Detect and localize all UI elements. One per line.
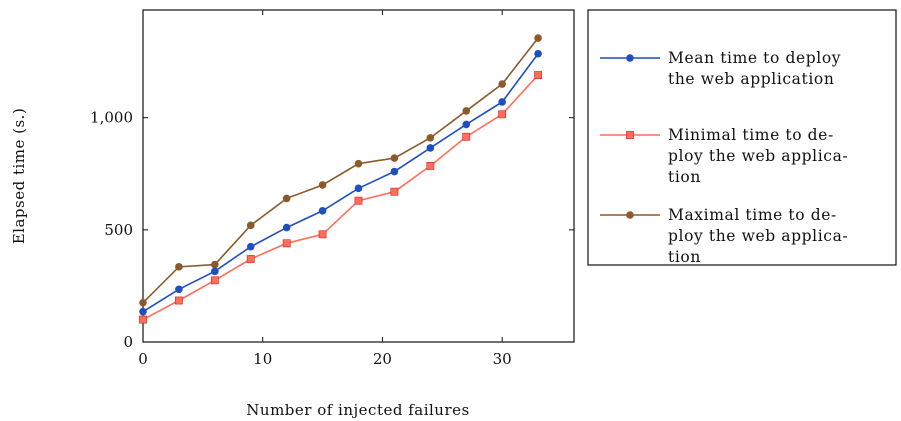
series-point-2: [282, 194, 291, 203]
y-tick-label: 0: [123, 333, 133, 351]
series-point-1: [390, 187, 399, 196]
legend-marker-1: [626, 131, 634, 139]
legend-label-2: ploy the web applica-: [668, 227, 848, 245]
series-point-1: [318, 230, 327, 239]
series-point-0: [282, 223, 291, 232]
series-point-2: [534, 34, 542, 42]
legend-marker-0: [626, 54, 634, 62]
series-point-2: [498, 80, 506, 88]
series-point-2: [354, 159, 363, 168]
series-point-0: [211, 267, 219, 276]
y-tick-label: 500: [104, 221, 133, 239]
series-point-1: [282, 239, 291, 248]
legend-label-2: Maximal time to de-: [668, 206, 837, 224]
series-point-1: [210, 276, 219, 285]
legend-label-1: ploy the web applica-: [668, 147, 848, 165]
series-line-0: [142, 53, 539, 313]
series-point-2: [426, 134, 435, 142]
series-point-0: [462, 120, 471, 129]
legend-marker-2: [626, 211, 634, 219]
series-point-1: [462, 132, 471, 141]
series-point-1: [498, 110, 507, 119]
series-point-1: [426, 162, 435, 170]
y-axis-label: Elapsed time (s.): [10, 108, 28, 245]
legend-label-0: the web application: [668, 70, 834, 88]
plot-area-frame: [142, 9, 575, 343]
x-tick-label: 30: [493, 350, 512, 368]
series-point-1: [354, 196, 363, 205]
x-tick-label: 20: [373, 350, 392, 368]
series-point-2: [211, 260, 219, 269]
series-point-1: [246, 255, 255, 263]
series-point-2: [390, 154, 399, 162]
series-point-2: [462, 107, 471, 115]
series-point-0: [426, 144, 435, 152]
series-point-2: [318, 181, 327, 189]
series-point-0: [139, 307, 147, 316]
series-point-0: [318, 206, 327, 215]
series-point-0: [534, 49, 542, 58]
legend-label-1: tion: [668, 168, 701, 186]
x-tick-label: 0: [138, 350, 148, 368]
series-line-1: [142, 74, 539, 321]
series-point-0: [354, 184, 363, 193]
series-point-0: [390, 167, 399, 176]
series-point-1: [534, 71, 542, 79]
legend-box: [587, 9, 897, 266]
series-point-0: [175, 285, 183, 294]
series-point-2: [139, 298, 147, 307]
x-tick-label: 10: [253, 350, 272, 368]
series-point-2: [246, 221, 255, 230]
legend-label-2: tion: [668, 248, 701, 266]
series-point-1: [175, 296, 183, 305]
x-axis-label: Number of injected failures: [246, 401, 469, 419]
y-tick-label: 1,000: [90, 109, 133, 127]
legend-label-1: Minimal time to de-: [668, 126, 834, 144]
legend-label-0: Mean time to deploy: [668, 49, 841, 67]
series-point-2: [175, 263, 183, 271]
series-point-1: [139, 315, 147, 324]
series-point-0: [246, 242, 255, 251]
series-line-2: [142, 37, 539, 304]
series-point-0: [498, 98, 506, 106]
